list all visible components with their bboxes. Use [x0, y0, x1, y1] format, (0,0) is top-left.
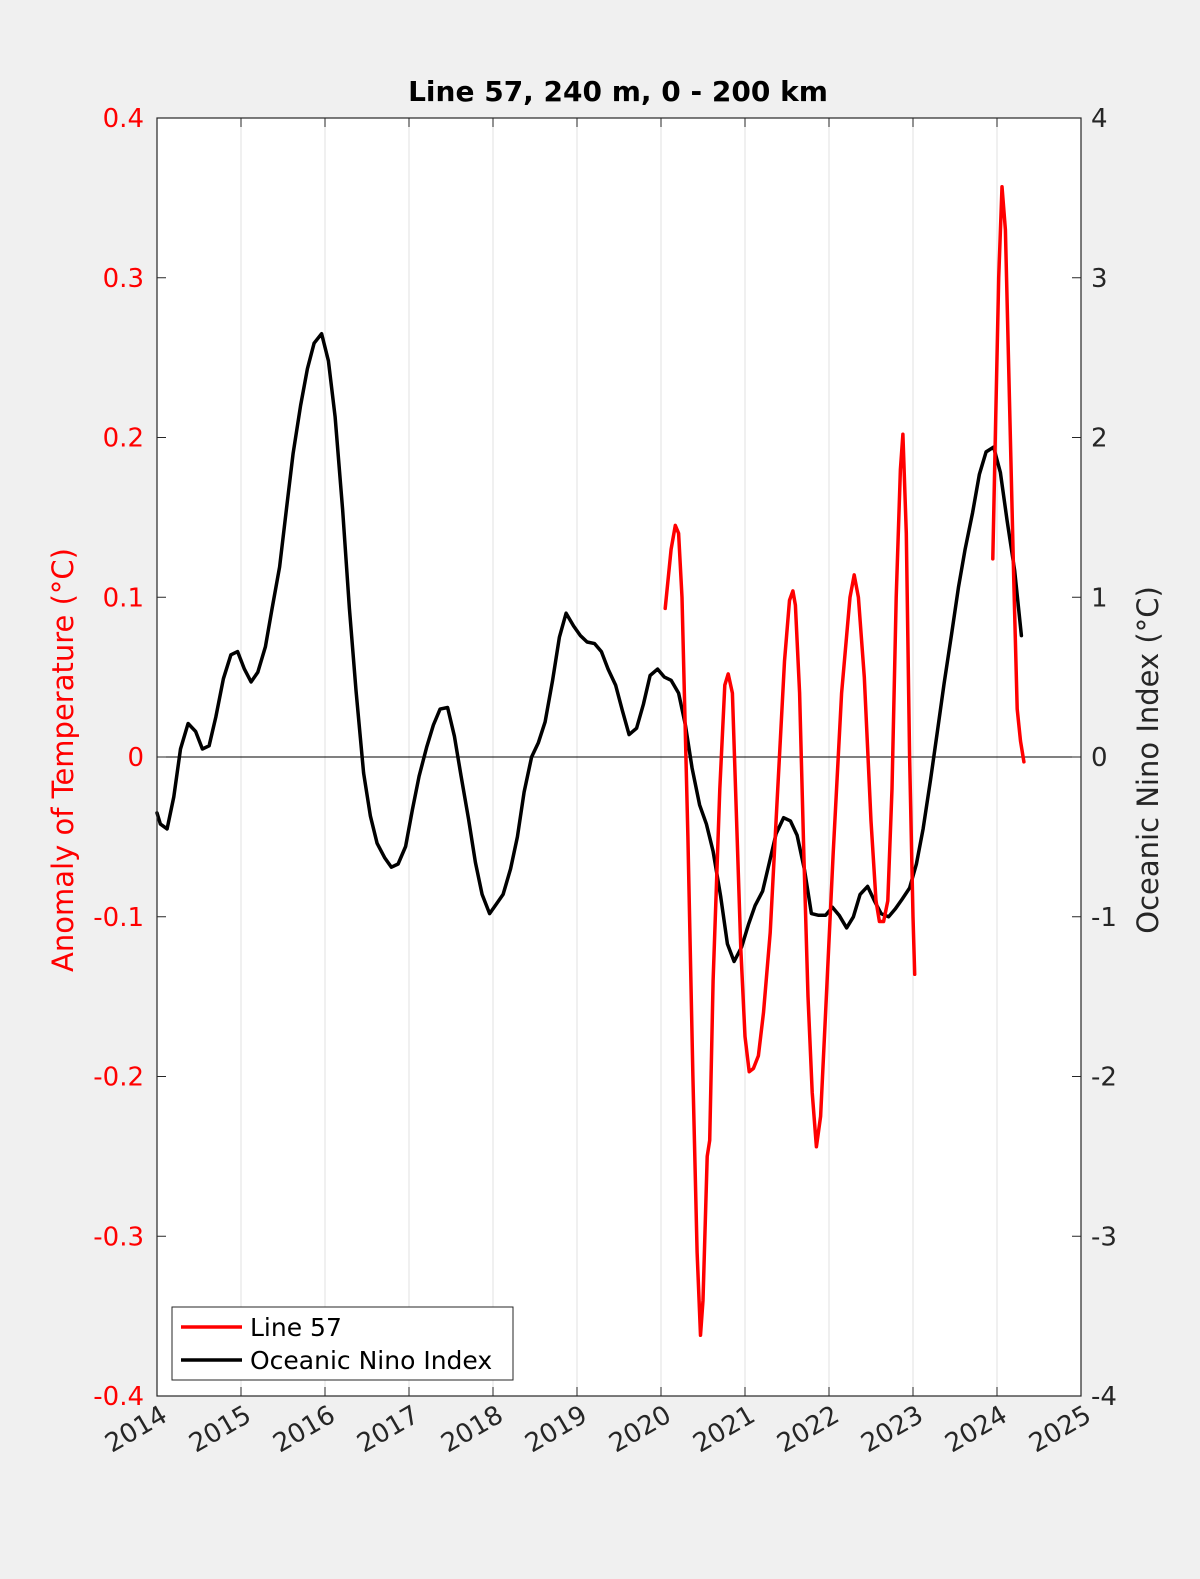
x-tick-label: 2022 [772, 1400, 844, 1459]
y-right-tick-label: 4 [1091, 104, 1108, 134]
y-left-tick-label: -0.4 [93, 1382, 144, 1412]
x-tick-label: 2025 [1024, 1400, 1096, 1459]
y-right-tick-label: 1 [1091, 583, 1108, 613]
y-left-tick-label: -0.3 [93, 1222, 144, 1252]
y-right-tick-label: -4 [1091, 1382, 1117, 1412]
y-right-tick-label: 3 [1091, 264, 1108, 294]
y-left-tick-label: 0.1 [103, 583, 144, 613]
chart-title: Line 57, 240 m, 0 - 200 km [408, 75, 828, 108]
y-axis-right-label: Oceanic Nino Index (°C) [1131, 586, 1165, 934]
x-tick-label: 2016 [268, 1400, 340, 1459]
y-right-tick-label: 2 [1091, 424, 1108, 454]
y-axis-left-label: Anomaly of Temperature (°C) [46, 548, 80, 972]
legend-box [171, 1306, 514, 1381]
x-tick-label: 2018 [436, 1400, 508, 1459]
y-left-tick-label: -0.1 [93, 903, 144, 933]
y-right-tick-label: -1 [1091, 903, 1117, 933]
y-left-tick-label: 0 [127, 743, 144, 773]
y-left-tick-label: 0.2 [103, 424, 144, 454]
y-left-tick-label: 0.3 [103, 264, 144, 294]
y-right-tick-label: -3 [1091, 1222, 1117, 1252]
legend-label-2: Oceanic Nino Index [250, 1346, 492, 1375]
x-tick-label: 2015 [184, 1400, 256, 1459]
series-line-line57-segment-2 [991, 184, 1026, 764]
x-tick-label: 2024 [940, 1400, 1012, 1459]
y-left-tick-label: 0.4 [103, 104, 144, 134]
series-line-line57-segment-1 [663, 432, 917, 1338]
x-tick-label: 2017 [352, 1400, 424, 1459]
x-tick-label: 2021 [688, 1400, 760, 1459]
legend: Line 57 Oceanic Nino Index [171, 1306, 514, 1381]
y-left-tick-label: -0.2 [93, 1063, 144, 1093]
series-layer [155, 184, 1026, 1338]
x-tick-label: 2020 [604, 1400, 676, 1459]
y-right-tick-label: 0 [1091, 743, 1108, 773]
x-tick-label: 2023 [856, 1400, 928, 1459]
x-tick-label: 2019 [520, 1400, 592, 1459]
legend-label-1: Line 57 [250, 1313, 342, 1342]
y-right-tick-label: -2 [1091, 1063, 1117, 1093]
